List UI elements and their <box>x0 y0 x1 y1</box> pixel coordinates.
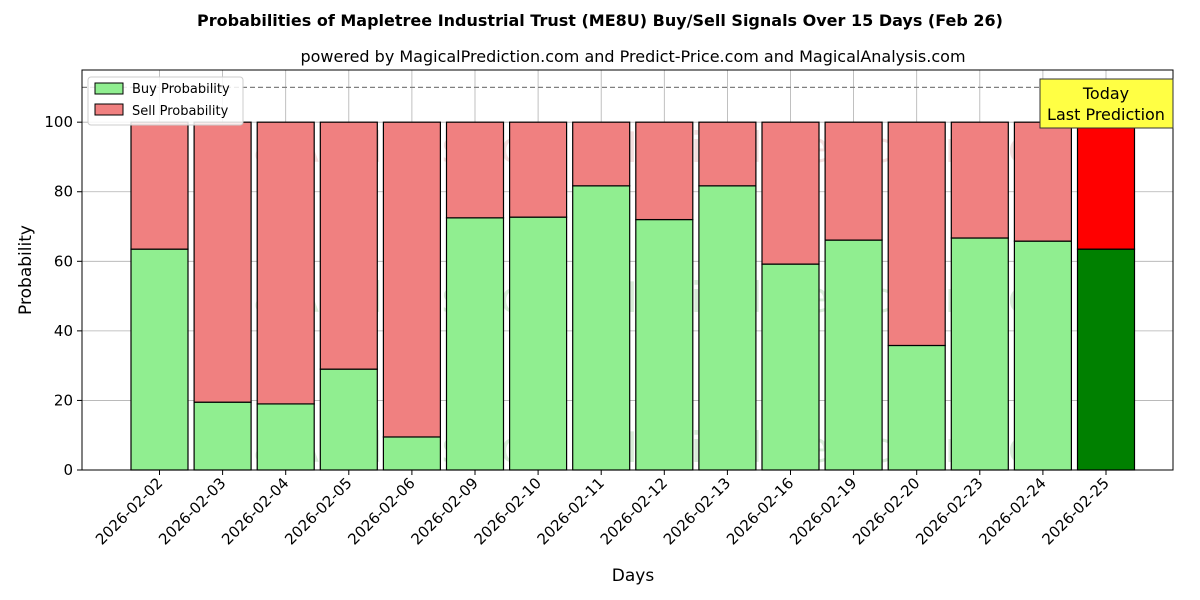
x-tick-label: 2026-02-24 <box>975 474 1049 548</box>
bar-sell-2026-02-12 <box>635 121 694 221</box>
today-annotation-line1: Today <box>1082 84 1129 103</box>
bar-buy-2026-02-10 <box>509 216 568 471</box>
x-axis-label: Days <box>612 566 655 586</box>
bar-sell-2026-02-19 <box>824 121 883 241</box>
bar-sell-2026-02-24 <box>1013 121 1073 242</box>
bar-sell-2026-02-20 <box>887 121 946 347</box>
bar-sell-2026-02-16 <box>761 121 820 265</box>
bar-sell-2026-02-09 <box>445 121 505 219</box>
bar-sell-2026-02-06 <box>382 121 441 438</box>
bar-sell-2026-02-10 <box>509 121 568 218</box>
x-tick-label: 2026-02-11 <box>534 474 608 548</box>
bar-buy-2026-02-09 <box>445 217 505 471</box>
today-annotation-box <box>1039 78 1174 129</box>
bar-sell-2026-02-05 <box>319 121 378 370</box>
legend: Buy Probability Sell Probability <box>87 76 244 126</box>
bar-sell-2026-02-23 <box>950 121 1009 239</box>
y-tick-label: 60 <box>54 252 73 270</box>
x-tick-label: 2026-02-12 <box>597 474 671 548</box>
bar-buy-2026-02-02 <box>130 248 189 471</box>
y-tick-label: 20 <box>54 391 73 409</box>
x-tick-label: 2026-02-10 <box>471 474 545 548</box>
bar-sell-2026-02-13 <box>698 121 757 187</box>
bar-sell-2026-02-02 <box>130 121 189 250</box>
bar-buy-2026-02-03 <box>193 401 252 471</box>
y-tick-label: 0 <box>63 461 73 479</box>
x-tick-label: 2026-02-06 <box>344 474 418 548</box>
y-tick-label: 80 <box>54 183 73 201</box>
today-annotation-line2: Last Prediction <box>1047 105 1165 124</box>
x-tick-label: 2026-02-02 <box>92 474 166 548</box>
legend-swatch-buy <box>94 82 124 95</box>
x-tick-label: 2026-02-20 <box>849 474 923 548</box>
bar-buy-2026-02-04 <box>256 403 315 471</box>
x-tick-label: 2026-02-16 <box>723 474 797 548</box>
x-tick-label: 2026-02-03 <box>155 474 229 548</box>
x-tick-label: 2026-02-13 <box>660 474 734 548</box>
bar-buy-2026-02-12 <box>635 218 694 471</box>
bar-buy-2026-02-06 <box>382 436 441 471</box>
legend-label-sell: Sell Probability <box>132 104 229 119</box>
legend-box <box>87 76 244 126</box>
bar-sell-2026-02-04 <box>256 121 315 405</box>
bar-sell-2026-02-03 <box>193 121 252 403</box>
chart-subtitle: powered by MagicalPrediction.com and Pre… <box>300 47 965 66</box>
legend-label-buy: Buy Probability <box>132 82 230 97</box>
bar-sell-2026-02-11 <box>572 121 631 187</box>
x-tick-label: 2026-02-23 <box>912 474 986 548</box>
bar-buy-2026-02-20 <box>887 344 946 471</box>
x-tick-label: 2026-02-09 <box>407 474 481 548</box>
bar-buy-2026-02-16 <box>761 263 820 471</box>
bars <box>130 121 1136 471</box>
bar-buy-2026-02-23 <box>950 237 1009 471</box>
y-axis-label: Probability <box>16 225 36 315</box>
y-tick-label: 100 <box>44 113 73 131</box>
y-tick-label: 40 <box>54 322 73 340</box>
x-tick-label: 2026-02-25 <box>1038 474 1112 548</box>
x-tick-label: 2026-02-04 <box>218 474 292 548</box>
bar-buy-2026-02-24 <box>1013 240 1073 471</box>
bar-buy-2026-02-25 <box>1076 248 1136 471</box>
bar-buy-2026-02-05 <box>319 368 378 471</box>
chart-title: Probabilities of Mapletree Industrial Tr… <box>197 11 1003 30</box>
plot-frame <box>81 69 1174 471</box>
today-annotation: Today Last Prediction <box>1039 78 1174 129</box>
bar-buy-2026-02-11 <box>572 185 631 471</box>
x-tick-label: 2026-02-05 <box>281 474 355 548</box>
x-tick-label: 2026-02-19 <box>786 474 860 548</box>
legend-swatch-sell <box>94 103 124 116</box>
bar-buy-2026-02-13 <box>698 185 757 471</box>
bar-buy-2026-02-19 <box>824 239 883 471</box>
bar-sell-2026-02-25 <box>1076 121 1136 250</box>
